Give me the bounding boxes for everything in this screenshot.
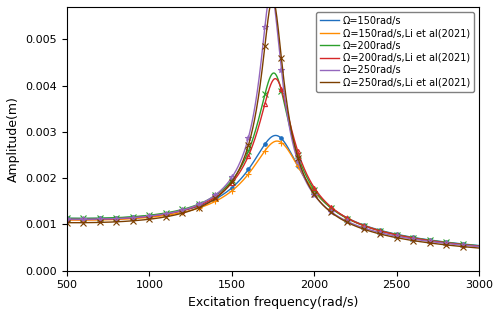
Ω=250rad/s [476,245,482,248]
Legend: Ω=150rad/s, Ω=150rad/s,Li et al(2021), Ω=200rad/s, Ω=200rad/s,Li et al(2021), Ω=: Ω=150rad/s, Ω=150rad/s,Li et al(2021), Ω… [316,12,474,92]
Ω=150rad/s,Li et al(2021) [64,218,70,222]
Ω=200rad/s,Li et al(2021) [254,132,260,136]
Ω=250rad/s,Li et al(2021) [254,107,260,111]
Ω=250rad/s,Li et al(2021) [264,23,270,27]
Ω=250rad/s,Li et al(2021) [388,235,394,239]
Line: Ω=150rad/s,Li et al(2021): Ω=150rad/s,Li et al(2021) [67,141,479,246]
Ω=150rad/s [464,242,470,246]
Ω=150rad/s [85,217,91,221]
Ω=150rad/s,Li et al(2021) [464,243,470,247]
Ω=250rad/s [85,217,91,221]
Ω=200rad/s [254,125,260,129]
Ω=200rad/s [464,243,470,246]
Line: Ω=200rad/s,Li et al(2021): Ω=200rad/s,Li et al(2021) [67,79,479,246]
Ω=250rad/s [264,4,270,8]
Ω=250rad/s,Li et al(2021) [270,0,276,1]
Ω=200rad/s,Li et al(2021) [272,77,278,81]
Ω=200rad/s [388,232,394,235]
Ω=150rad/s,Li et al(2021) [85,218,91,222]
Ω=150rad/s,Li et al(2021) [388,232,394,235]
Ω=250rad/s,Li et al(2021) [64,221,70,225]
Ω=150rad/s [64,216,70,220]
Ω=200rad/s,Li et al(2021) [464,243,470,247]
Ω=200rad/s [270,71,276,75]
Ω=250rad/s,Li et al(2021) [464,245,470,249]
Line: Ω=250rad/s,Li et al(2021): Ω=250rad/s,Li et al(2021) [67,0,479,248]
Ω=200rad/s [85,216,91,220]
X-axis label: Excitation frequency(rad/s): Excitation frequency(rad/s) [188,296,358,309]
Line: Ω=200rad/s: Ω=200rad/s [67,73,479,246]
Ω=250rad/s [464,244,470,247]
Y-axis label: Amplitude(m): Amplitude(m) [7,96,20,182]
Ω=150rad/s [464,243,470,246]
Ω=150rad/s,Li et al(2021) [464,243,470,247]
Ω=150rad/s,Li et al(2021) [264,146,270,149]
Ω=200rad/s,Li et al(2021) [264,93,270,97]
Ω=200rad/s [464,243,470,246]
Ω=150rad/s,Li et al(2021) [254,161,260,165]
Ω=200rad/s,Li et al(2021) [64,218,70,222]
Ω=200rad/s [64,216,70,220]
Ω=150rad/s [264,139,270,143]
Line: Ω=250rad/s: Ω=250rad/s [67,0,479,246]
Ω=250rad/s [254,95,260,99]
Ω=150rad/s [388,231,394,235]
Line: Ω=150rad/s: Ω=150rad/s [67,136,479,246]
Ω=200rad/s [476,244,482,248]
Ω=150rad/s,Li et al(2021) [274,139,280,143]
Ω=200rad/s,Li et al(2021) [476,244,482,248]
Ω=150rad/s,Li et al(2021) [476,244,482,248]
Ω=200rad/s,Li et al(2021) [464,243,470,247]
Ω=200rad/s [264,83,270,87]
Ω=200rad/s,Li et al(2021) [388,232,394,236]
Ω=250rad/s [64,217,70,221]
Ω=250rad/s [464,244,470,247]
Ω=250rad/s [388,233,394,237]
Ω=150rad/s [254,155,260,159]
Ω=250rad/s,Li et al(2021) [85,221,91,225]
Ω=150rad/s [476,244,482,247]
Ω=200rad/s,Li et al(2021) [85,218,91,222]
Ω=250rad/s,Li et al(2021) [476,246,482,250]
Ω=250rad/s,Li et al(2021) [464,245,470,249]
Ω=150rad/s [272,134,278,137]
